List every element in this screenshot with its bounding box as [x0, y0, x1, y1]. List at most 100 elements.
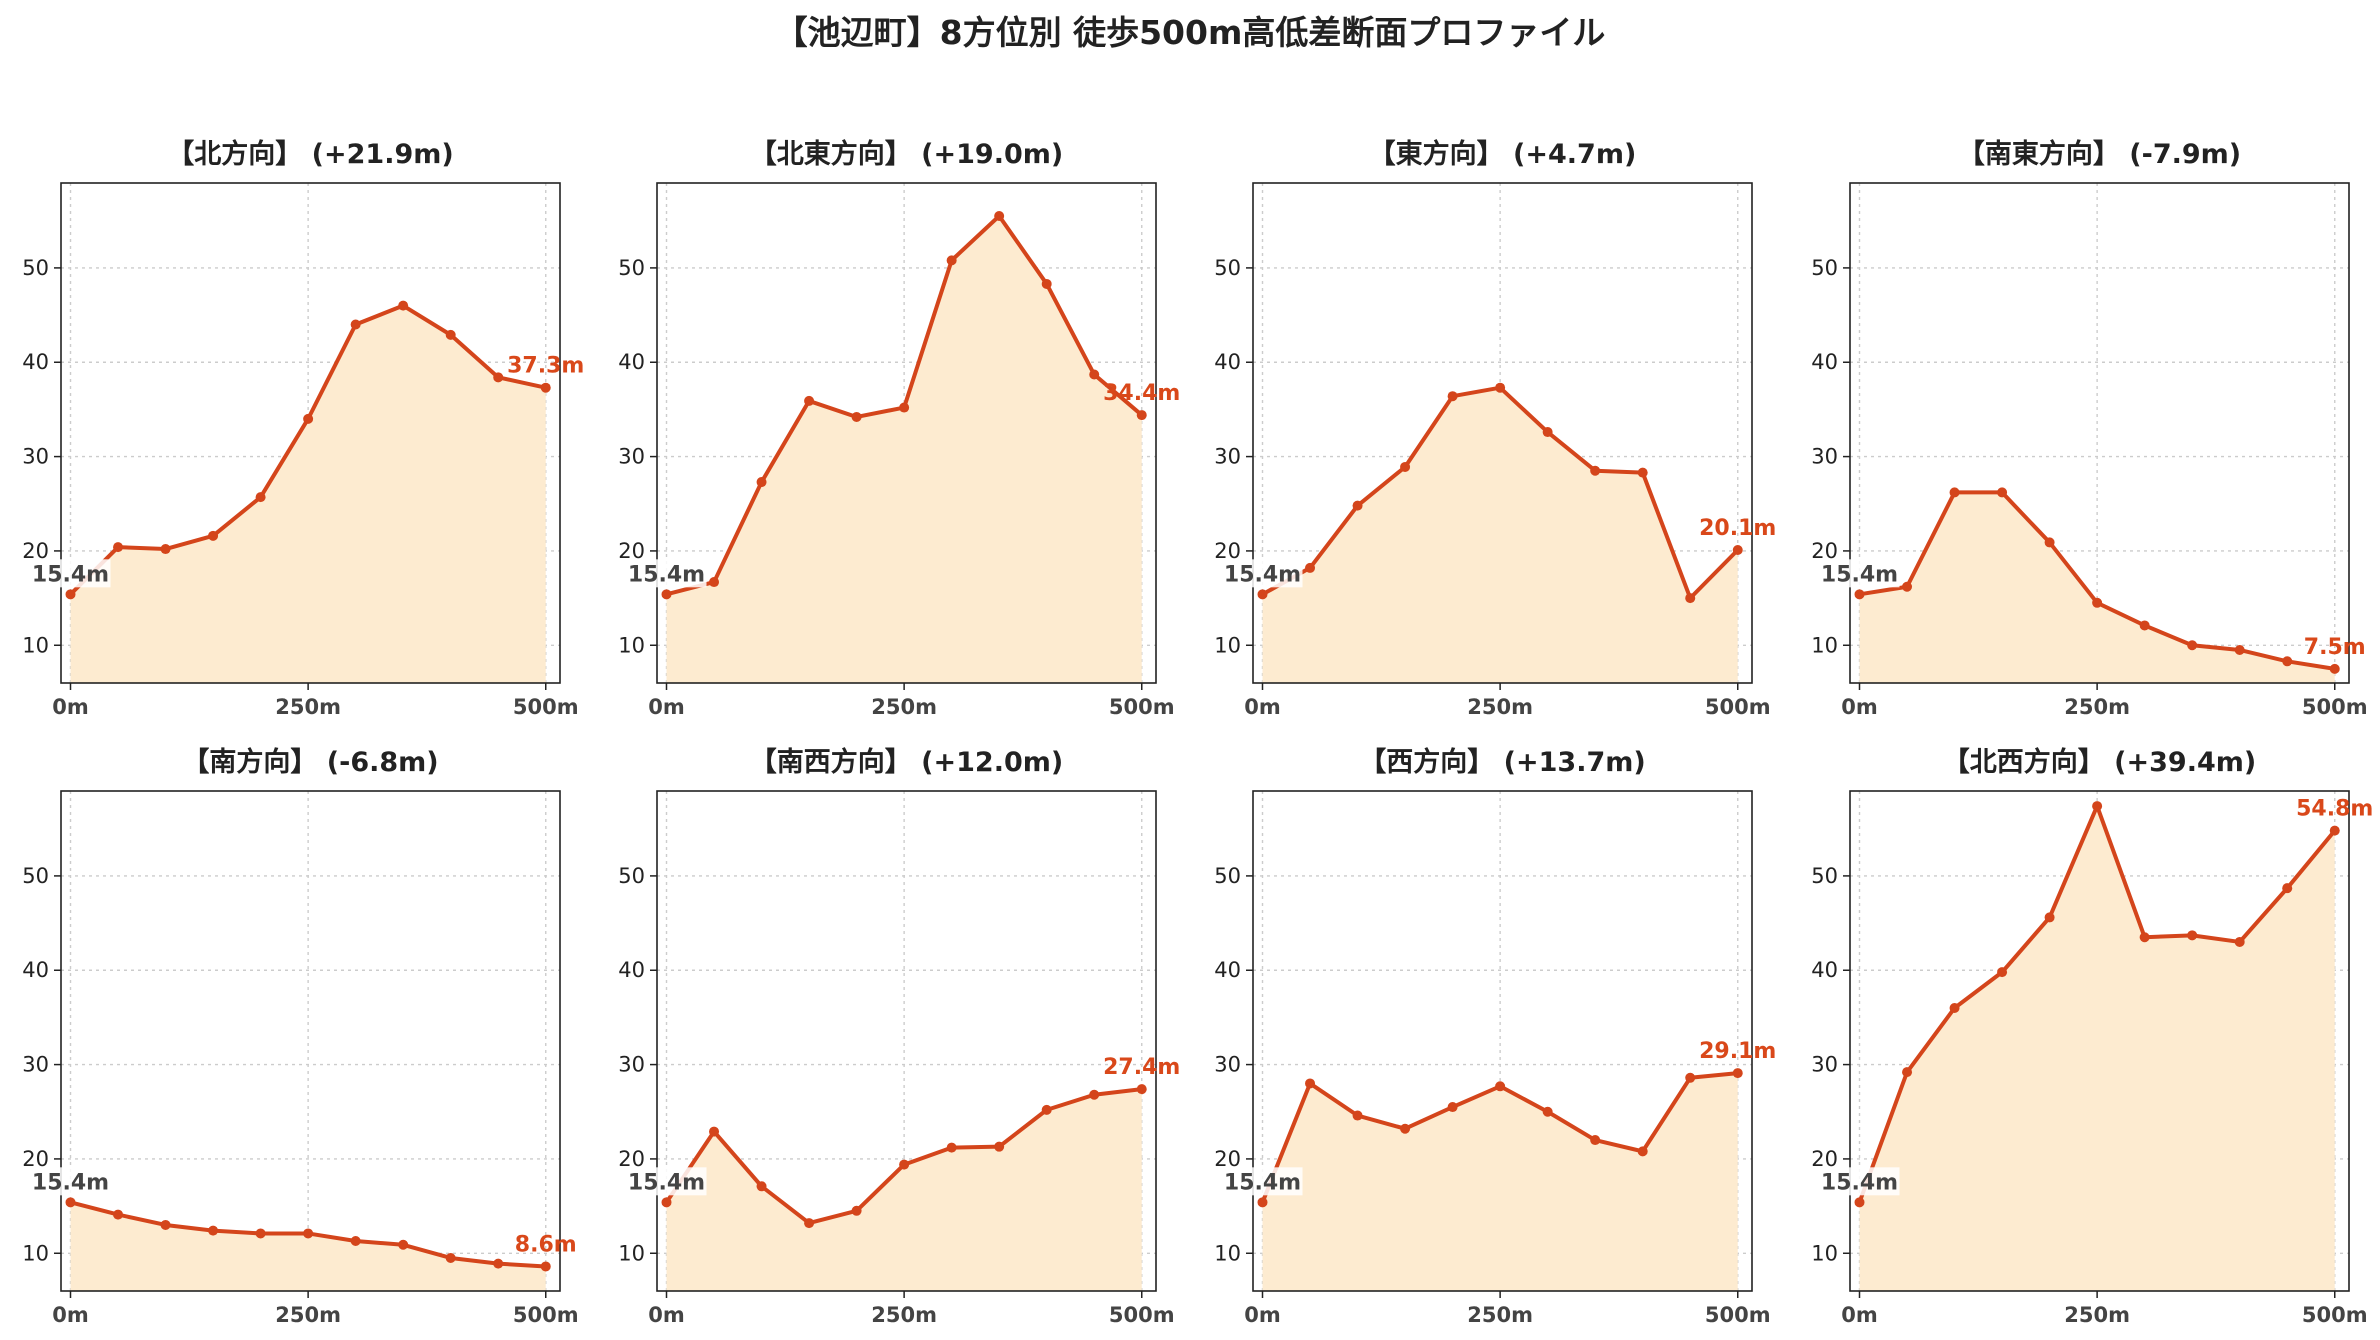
data-point	[255, 1228, 266, 1239]
data-point	[113, 1209, 124, 1220]
data-point	[493, 1258, 504, 1269]
y-tick-label: 20	[1811, 1147, 1838, 1171]
end-elevation-label: 27.4m	[1103, 1055, 1180, 1080]
start-elevation-label: 15.4m	[1821, 1170, 1898, 1195]
data-point	[160, 544, 171, 555]
data-point	[1136, 1084, 1147, 1095]
start-label-bg	[626, 1167, 707, 1196]
panel-title: 【北東方向】 (+19.0m)	[750, 138, 1063, 170]
x-tick-label: 250m	[871, 695, 937, 719]
data-point	[1732, 544, 1743, 555]
elevation-area	[1262, 1073, 1738, 1291]
data-point	[2139, 932, 2150, 943]
data-point	[1685, 1072, 1696, 1083]
x-tick-label: 0m	[52, 695, 89, 719]
data-point	[2234, 936, 2245, 947]
start-label-bg	[626, 559, 707, 588]
data-point	[350, 1236, 361, 1246]
y-tick-label: 30	[618, 445, 645, 469]
data-point	[709, 1126, 720, 1137]
data-point	[2187, 640, 2198, 651]
data-point	[1637, 1146, 1648, 1157]
y-tick-label: 20	[618, 1147, 645, 1171]
data-point	[1542, 427, 1553, 438]
data-point	[2187, 930, 2198, 941]
data-point	[1902, 581, 1913, 592]
x-tick-label: 0m	[1244, 695, 1281, 719]
data-point	[804, 395, 815, 406]
data-point	[303, 1228, 314, 1239]
data-point	[1590, 465, 1601, 476]
data-point	[1136, 410, 1147, 421]
data-point	[756, 477, 767, 488]
data-point	[1305, 562, 1316, 573]
data-point	[1257, 1197, 1268, 1208]
axes-frame	[1252, 182, 1753, 684]
data-point	[1447, 1102, 1458, 1113]
axes-frame	[656, 790, 1157, 1292]
x-tick-label: 250m	[2064, 695, 2130, 719]
y-tick-label: 40	[1811, 958, 1838, 982]
data-point	[851, 411, 862, 422]
start-elevation-label: 15.4m	[628, 562, 705, 587]
data-point	[1089, 1089, 1100, 1100]
x-tick-label: 500m	[2302, 695, 2368, 719]
x-tick-label: 500m	[513, 695, 579, 719]
x-tick-label: 250m	[1467, 695, 1533, 719]
data-point	[2092, 801, 2103, 812]
data-point	[1352, 1110, 1363, 1121]
x-tick-label: 500m	[1109, 1303, 1175, 1327]
data-point	[1542, 1106, 1553, 1117]
elevation-area	[666, 1089, 1142, 1291]
data-point	[65, 1197, 76, 1208]
data-point	[1997, 487, 2008, 498]
panel-title: 【南方向】 (-6.8m)	[182, 746, 438, 778]
data-point	[1637, 467, 1648, 478]
data-point	[113, 542, 124, 553]
end-elevation-label: 8.6m	[515, 1232, 577, 1257]
axes-frame	[656, 182, 1157, 684]
axes-frame	[60, 790, 561, 1292]
panel-title: 【北方向】 (+21.9m)	[167, 138, 453, 170]
x-tick-label: 500m	[1705, 1303, 1771, 1327]
panel-title: 【西方向】 (+13.7m)	[1359, 746, 1645, 778]
y-tick-label: 40	[618, 958, 645, 982]
x-tick-label: 250m	[2064, 1303, 2130, 1327]
y-tick-label: 30	[1214, 445, 1241, 469]
data-point	[1352, 500, 1363, 511]
start-label-bg	[30, 1167, 111, 1196]
data-point	[1041, 1104, 1052, 1115]
data-point	[946, 255, 957, 266]
data-point	[2329, 825, 2340, 836]
data-point	[899, 1159, 910, 1170]
panel-title: 【南西方向】 (+12.0m)	[750, 746, 1063, 778]
data-point	[804, 1218, 815, 1229]
start-elevation-label: 15.4m	[32, 562, 109, 587]
y-tick-label: 50	[22, 256, 49, 280]
y-tick-label: 50	[1811, 256, 1838, 280]
y-tick-label: 10	[1811, 633, 1838, 657]
x-tick-label: 0m	[1841, 1303, 1878, 1327]
x-tick-label: 500m	[1705, 695, 1771, 719]
y-tick-label: 30	[1811, 445, 1838, 469]
data-point	[661, 1197, 672, 1208]
x-tick-label: 0m	[1841, 695, 1878, 719]
data-point	[1854, 1197, 1865, 1208]
y-tick-label: 10	[618, 633, 645, 657]
figure-title: 【池辺町】8方位別 徒歩500m高低差断面プロファイル	[775, 13, 1606, 52]
y-tick-label: 50	[1214, 256, 1241, 280]
panel-title: 【北西方向】 (+39.4m)	[1943, 746, 2256, 778]
data-point	[398, 1239, 409, 1250]
elevation-area	[1262, 387, 1738, 683]
data-point	[994, 1141, 1005, 1152]
start-label-bg	[1819, 1167, 1900, 1196]
data-point	[946, 1142, 957, 1153]
end-elevation-label: 29.1m	[1699, 1039, 1776, 1064]
data-point	[160, 1219, 171, 1230]
y-tick-label: 30	[22, 445, 49, 469]
